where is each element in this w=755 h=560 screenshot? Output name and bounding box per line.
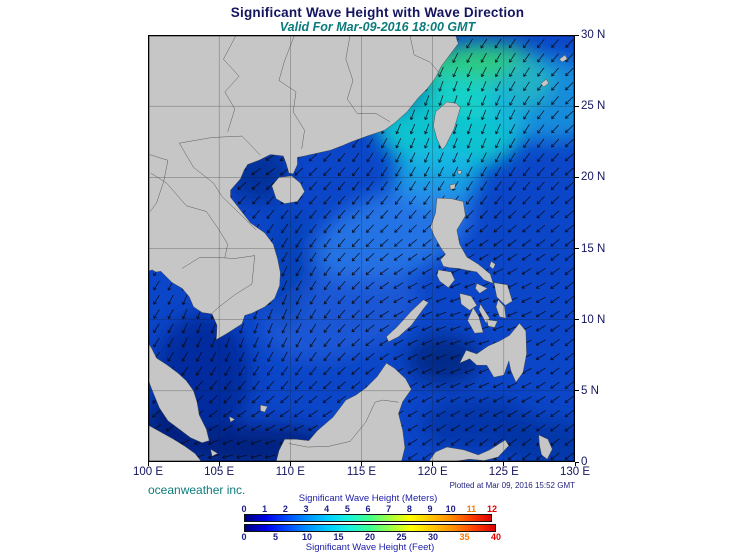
lat-tick — [575, 34, 579, 36]
lon-tick — [503, 462, 505, 466]
feet-tick-label: 30 — [427, 532, 439, 542]
feet-tick-label: 25 — [396, 532, 407, 542]
lon-label: 110 E — [275, 466, 305, 478]
meters-tick-label: 0 — [241, 504, 247, 514]
lon-tick — [574, 462, 576, 466]
feet-tick-label: 5 — [272, 532, 279, 542]
graticule — [148, 35, 575, 462]
lat-tick — [575, 176, 579, 178]
lat-label: 10 N — [581, 313, 606, 326]
lat-label: 15 N — [581, 242, 606, 255]
lat-tick — [575, 248, 579, 249]
lat-label: 5 N — [581, 384, 599, 397]
lat-label: 25 N — [581, 100, 606, 113]
page-title: Significant Wave Height with Wave Direct… — [230, 5, 525, 20]
meters-tick-label: 1 — [262, 504, 268, 514]
meters-tick-label: 2 — [282, 504, 288, 514]
colorbar-feet-bar — [244, 524, 496, 532]
lat-label: 0 — [581, 456, 588, 468]
feet-tick-label: 20 — [364, 532, 376, 542]
feet-tick-label: 10 — [301, 532, 313, 542]
meters-tick-label: 4 — [324, 504, 330, 514]
lon-tick — [218, 462, 220, 466]
lon-tick — [432, 462, 434, 466]
lon-tick — [289, 462, 291, 466]
meters-tick-label: 9 — [427, 504, 433, 514]
lon-label: 125 E — [488, 466, 519, 478]
colorbar-meters-bar — [244, 514, 492, 522]
meters-tick-label: 8 — [406, 504, 412, 514]
valid-time-subtitle: Valid For Mar-09-2016 18:00 GMT — [279, 20, 476, 34]
lon-tick — [147, 462, 149, 466]
feet-tick-label: 0 — [241, 532, 247, 542]
wave-map-image — [148, 35, 575, 462]
land-masses — [148, 35, 568, 462]
credit-text: oceanweather inc. — [148, 483, 246, 497]
longitude-axis: 100 E 105 E 110 E 115 E 120 E 125 E 130 E — [133, 466, 590, 480]
lat-label: 20 N — [581, 171, 606, 184]
lon-tick — [361, 462, 362, 466]
map-canvas — [148, 35, 575, 462]
lat-tick — [575, 319, 579, 321]
colorbar-feet-title: Significant Wave Height (Feet) — [305, 542, 435, 553]
lat-tick — [575, 105, 579, 107]
lon-label: 120 E — [417, 466, 448, 478]
meters-tick-label: 7 — [386, 504, 392, 514]
meters-tick-label: 3 — [303, 504, 309, 514]
latitude-axis: 30 N 25 N 20 N 15 N 10 N 5 N 0 — [581, 29, 626, 468]
feet-tick-label: 15 — [333, 532, 344, 542]
colorbar-feet-ticks: 0 5 10 15 20 25 30 35 40 — [241, 532, 501, 542]
plot-timestamp: Plotted at Mar 09, 2016 15:52 GMT — [449, 481, 575, 490]
meters-tick-label: 11 — [466, 504, 477, 514]
country-borders — [149, 35, 440, 448]
meters-tick-label: 12 — [486, 504, 498, 514]
meters-tick-label: 6 — [365, 504, 371, 514]
meters-tick-label: 10 — [445, 504, 456, 514]
feet-tick-label: 35 — [459, 532, 470, 542]
lon-label: 105 E — [204, 466, 235, 478]
lon-label: 115 E — [346, 466, 377, 478]
lat-label: 30 N — [581, 29, 606, 41]
colorbar-meters-title: Significant Wave Height (Meters) — [298, 493, 438, 504]
lon-label: 100 E — [132, 466, 164, 478]
feet-tick-label: 40 — [490, 532, 502, 542]
meters-tick-label: 5 — [344, 504, 350, 514]
lon-label: 130 E — [559, 466, 591, 478]
map-border — [148, 35, 575, 462]
lat-tick — [575, 390, 579, 392]
colorbar-meters-ticks: 0 1 2 3 4 5 6 7 8 9 10 11 12 — [241, 504, 497, 514]
lat-tick — [575, 461, 579, 463]
